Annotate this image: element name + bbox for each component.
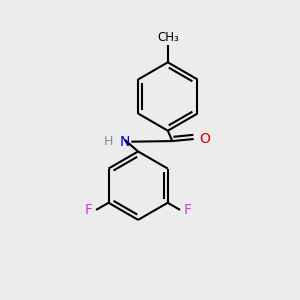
Text: CH₃: CH₃ <box>157 31 179 44</box>
Text: F: F <box>184 203 192 217</box>
Text: F: F <box>85 203 93 217</box>
Text: H: H <box>103 135 113 148</box>
Text: O: O <box>199 132 210 146</box>
Text: N: N <box>119 135 130 149</box>
